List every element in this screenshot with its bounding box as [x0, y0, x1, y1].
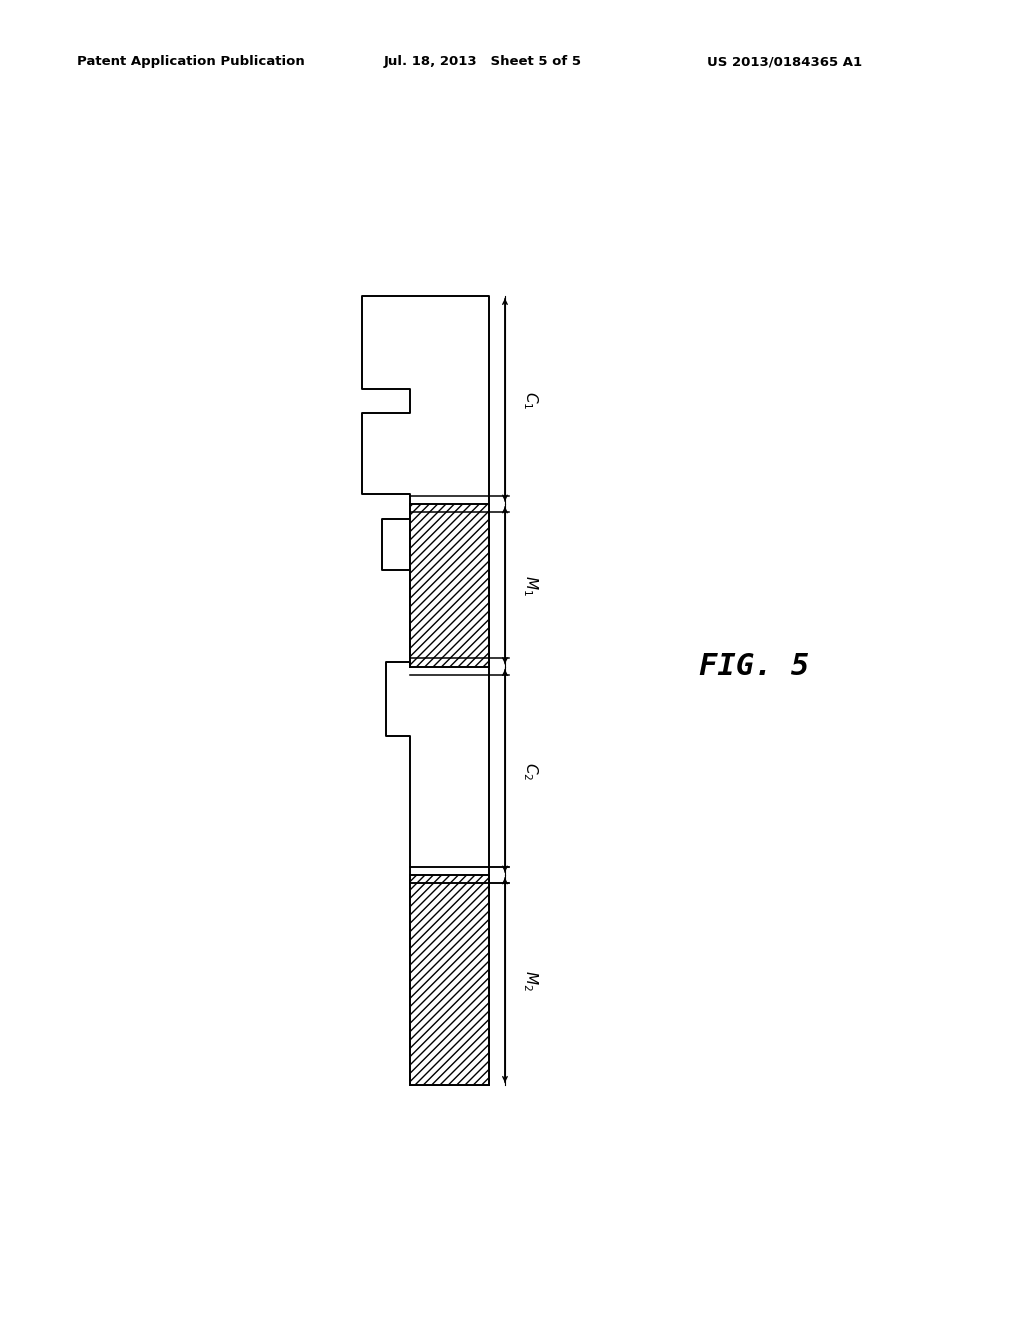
- Text: $C_2$: $C_2$: [521, 762, 540, 780]
- Polygon shape: [410, 504, 489, 667]
- Text: FIG. 5: FIG. 5: [699, 652, 810, 681]
- Text: $M_2$: $M_2$: [521, 970, 540, 990]
- Text: US 2013/0184365 A1: US 2013/0184365 A1: [707, 55, 861, 69]
- Text: $M_1$: $M_1$: [521, 574, 540, 595]
- Polygon shape: [410, 875, 489, 1085]
- Text: Jul. 18, 2013   Sheet 5 of 5: Jul. 18, 2013 Sheet 5 of 5: [384, 55, 582, 69]
- Text: Patent Application Publication: Patent Application Publication: [77, 55, 304, 69]
- Text: $C_1$: $C_1$: [521, 391, 540, 409]
